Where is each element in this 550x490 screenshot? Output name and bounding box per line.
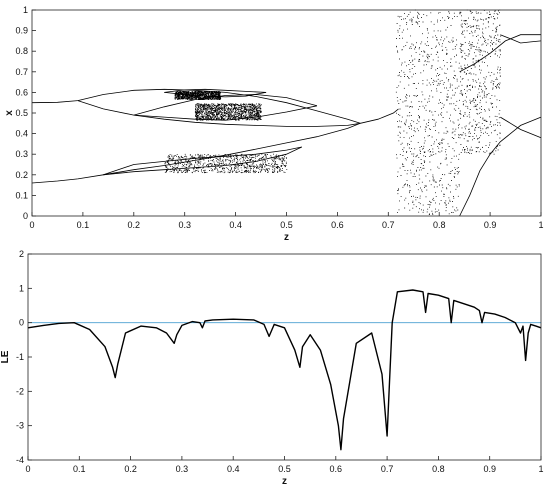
bifurcation-data [31, 9, 542, 217]
bifurcation-y-tick-label: 0.3 [15, 149, 28, 159]
bifurcation-branch [133, 94, 318, 116]
bifurcation-branch [133, 105, 318, 121]
bifurcation-y-tick-label: 1 [23, 5, 28, 15]
bifurcation-branch [500, 34, 542, 44]
lyapunov-x-axis-label: z [282, 476, 287, 487]
bifurcation-branch [103, 146, 302, 176]
bifurcation-y-axis-label: x [4, 110, 15, 116]
lyapunov-x-tick-label: 0.6 [330, 464, 343, 474]
bifurcation-x-tick-label: 0.9 [484, 220, 497, 230]
bifurcation-x-tick-label: 0.8 [433, 220, 446, 230]
bifurcation-branch [103, 146, 302, 176]
bifurcation-x-tick-label: 0.1 [77, 220, 90, 230]
bifurcation-x-axis-label: z [284, 232, 289, 243]
bifurcation-x-tick-label: 0.5 [280, 220, 293, 230]
bifurcation-x-tick-label: 0.7 [382, 220, 395, 230]
bifurcation-y-tick-label: 0.9 [15, 26, 28, 36]
bifurcation-branch [77, 88, 361, 124]
lyapunov-y-tick-label: -3 [16, 421, 24, 431]
lyapunov-y-tick-label: 2 [19, 249, 24, 259]
lyapunov-series-line [27, 289, 542, 451]
bifurcation-panel: 0 0.1 0.2 0.3 0.4 0.5 0.6 0.7 0.8 0.9 1 0 0.1 0.2 0.3 0… [4, 5, 544, 243]
bifurcation-branch [360, 108, 399, 124]
lyapunov-x-tick-label: 0.1 [73, 464, 86, 474]
bifurcation-y-tick-label: 0 [23, 211, 28, 221]
lyapunov-x-tick-label: 0.4 [227, 464, 240, 474]
bifurcation-y-tick-label: 0.8 [15, 46, 28, 56]
bifurcation-branch [500, 116, 542, 139]
bifurcation-y-tick-label: 0.5 [15, 108, 28, 118]
lyapunov-data [27, 289, 542, 451]
bifurcation-y-tick-label: 0.1 [15, 190, 28, 200]
chaotic-band-points [395, 9, 461, 216]
lyapunov-y-tick-label: 1 [19, 283, 24, 293]
bifurcation-branch [164, 92, 267, 98]
lyapunov-x-tick-label: 0.9 [483, 464, 496, 474]
bifurcation-x-tick-label: 0.4 [229, 220, 242, 230]
bifurcation-x-tick-label: 0.6 [331, 220, 344, 230]
lyapunov-y-tick-label: -1 [16, 352, 24, 362]
lyapunov-y-axis-label: LE [0, 350, 11, 363]
bifurcation-y-tick-label: 0.6 [15, 87, 28, 97]
lyapunov-x-tick-label: 0.7 [381, 464, 394, 474]
lyapunov-x-tick-label: 0.3 [176, 464, 189, 474]
lyapunov-x-tick-label: 0.8 [432, 464, 445, 474]
lyapunov-y-tick-label: -2 [16, 386, 24, 396]
chaotic-band-points [174, 90, 222, 101]
bifurcation-branch [459, 34, 541, 73]
lyapunov-y-tick-label: -4 [16, 455, 24, 465]
lyapunov-axes: 0 0.1 0.2 0.3 0.4 0.5 0.6 0.7 0.8 0.9 1 -4 -3 -2 -1 0 1 2 [16, 249, 544, 474]
bifurcation-x-tick-label: 0 [29, 220, 34, 230]
bifurcation-x-tick-label: 1 [538, 220, 543, 230]
lyapunov-panel: 0 0.1 0.2 0.3 0.4 0.5 0.6 0.7 0.8 0.9 1 -4 -3 -2 -1 0 1 2… [0, 249, 544, 487]
lyapunov-x-tick-label: 0 [25, 464, 30, 474]
bifurcation-x-tick-label: 0.3 [178, 220, 191, 230]
bifurcation-x-tick-label: 0.2 [128, 220, 141, 230]
lyapunov-x-tick-label: 0.2 [124, 464, 137, 474]
chaotic-band-points [459, 9, 502, 155]
lyapunov-x-tick-label: 0.5 [278, 464, 291, 474]
bifurcation-y-tick-label: 0.4 [15, 129, 28, 139]
lyapunov-y-tick-label: 0 [19, 318, 24, 328]
bifurcation-y-tick-label: 0.2 [15, 170, 28, 180]
bifurcation-branch [459, 116, 542, 217]
bifurcation-branch [77, 122, 361, 180]
bifurcation-axes: 0 0.1 0.2 0.3 0.4 0.5 0.6 0.7 0.8 0.9 1 0 0.1 0.2 0.3 0… [15, 5, 543, 230]
lyapunov-x-tick-label: 1 [538, 464, 543, 474]
bifurcation-branch [31, 178, 78, 184]
bifurcation-branch [77, 100, 361, 127]
bifurcation-branch [31, 100, 78, 104]
bifurcation-branch [164, 88, 267, 93]
bifurcation-y-tick-label: 0.7 [15, 67, 28, 77]
